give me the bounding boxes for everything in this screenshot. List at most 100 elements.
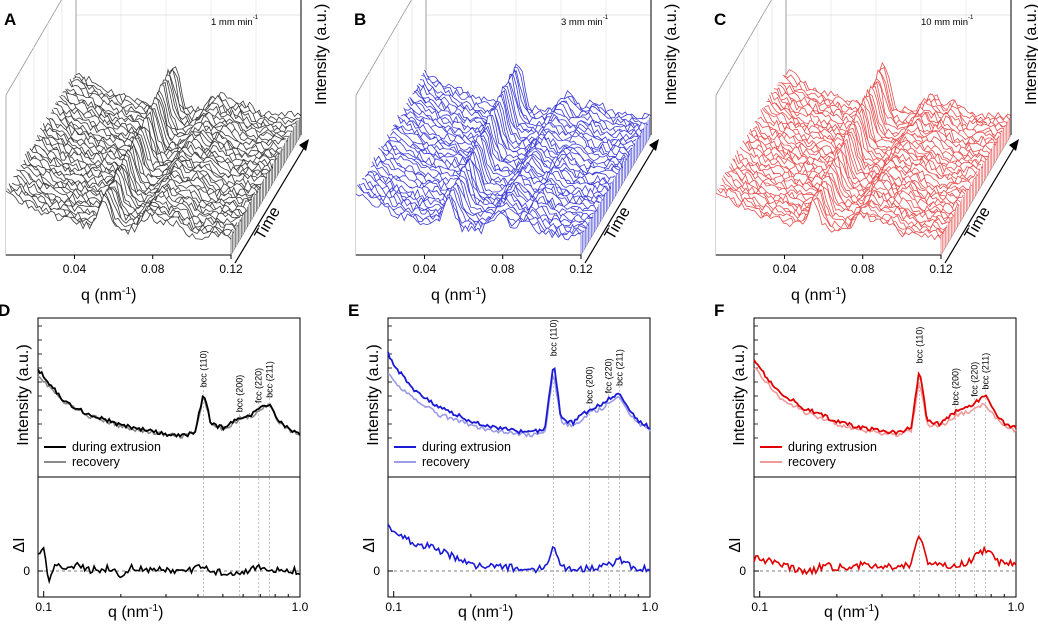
time-trace	[29, 148, 256, 199]
legend-label: recovery	[422, 455, 471, 469]
time-trace	[763, 104, 989, 158]
time-trace	[41, 128, 267, 180]
time-trace	[370, 164, 596, 212]
time-trace	[424, 66, 650, 120]
time-trace	[738, 154, 964, 201]
time-trace	[746, 134, 973, 187]
delta-axis-title: ΔI	[361, 537, 378, 552]
time-trace	[400, 108, 626, 164]
time-trace	[367, 171, 593, 220]
time-trace	[770, 89, 997, 147]
time-trace	[415, 80, 641, 138]
x-tick-label: 0.1	[385, 600, 402, 614]
y-zero-tick-label: 0	[23, 564, 30, 578]
time-trace	[392, 124, 619, 176]
rate-annotation: 10 mm min-1	[921, 14, 974, 28]
time-trace	[364, 174, 591, 225]
time-arrow	[944, 142, 1018, 264]
line-panel-D: 0.1 1.0 q (nm-1) bcc (110) bcc (200) fcc (220…	[0, 301, 309, 621]
peak-label: bcc (200)	[950, 368, 960, 406]
x-tick-label: 0.04	[63, 262, 87, 276]
time-trace	[733, 158, 960, 210]
peak-label: bcc (110)	[914, 327, 924, 364]
time-trace	[363, 178, 589, 227]
x-tick-label: 0.12	[929, 262, 953, 276]
rate-annotation: 1 mm min-1	[211, 14, 259, 28]
bottom-frame	[37, 476, 301, 598]
x-tick-label: 0.1	[751, 600, 768, 614]
intensity-line	[387, 373, 651, 438]
delta-line	[387, 523, 651, 574]
time-trace	[42, 123, 269, 175]
legend-label: during extrusion	[422, 440, 511, 454]
time-trace	[51, 107, 278, 161]
x-tick-label: 0.1	[35, 600, 52, 614]
time-trace	[735, 155, 961, 207]
z-axis-title: Intensity (a.u.)	[313, 4, 330, 105]
time-trace	[357, 184, 583, 239]
time-trace	[20, 164, 247, 215]
z-axis-title: Intensity (a.u.)	[663, 4, 680, 105]
time-trace	[774, 85, 1000, 141]
time-trace	[391, 127, 617, 177]
peak-label: bcc (211)	[264, 361, 274, 398]
panel-label: B	[354, 10, 366, 29]
x-tick-label: 0.12	[219, 262, 243, 276]
legend-label: recovery	[788, 455, 837, 469]
delta-axis-title: ΔI	[727, 537, 744, 552]
time-trace	[60, 91, 287, 147]
peak-label: fcc (220)	[970, 362, 980, 397]
legend-label: during extrusion	[788, 440, 877, 454]
time-trace	[782, 70, 1009, 126]
legend-label: recovery	[72, 455, 121, 469]
time-trace	[717, 187, 943, 238]
time-trace	[388, 136, 614, 185]
time-trace	[778, 81, 1004, 133]
time-trace	[63, 84, 290, 141]
time-trace	[14, 174, 241, 225]
x-tick-label: 1.0	[1008, 600, 1025, 614]
time-trace	[769, 94, 995, 148]
x-axis-title: q (nm-1)	[81, 286, 136, 304]
time-trace	[755, 119, 982, 172]
panel-label: D	[0, 301, 10, 320]
time-trace	[760, 108, 987, 164]
bottom-frame	[387, 476, 651, 598]
x-tick-label: 1.0	[642, 600, 659, 614]
y-axis-title: Intensity (a.u.)	[365, 344, 382, 445]
time-trace	[405, 102, 631, 156]
bottom-frame	[753, 476, 1017, 598]
time-trace	[34, 143, 260, 193]
time-trace	[742, 140, 969, 194]
time-trace	[47, 117, 274, 169]
x-tick-label: 0.08	[141, 262, 165, 276]
time-trace	[784, 67, 1010, 122]
peak-label: bcc (200)	[234, 375, 244, 413]
time-trace	[373, 157, 600, 210]
time-arrowhead	[1009, 139, 1019, 151]
panel-label: E	[348, 301, 359, 320]
z-axis-title: Intensity (a.u.)	[1023, 4, 1038, 105]
panel-label: C	[714, 10, 726, 29]
peak-label: bcc (110)	[548, 319, 558, 356]
time-trace	[379, 150, 605, 200]
y-zero-tick-label: 0	[373, 564, 380, 578]
time-trace	[727, 170, 953, 220]
y-zero-tick-label: 0	[739, 564, 746, 578]
y-axis-title: Intensity (a.u.)	[731, 344, 748, 445]
x-axis-title: q (nm-1)	[431, 286, 486, 304]
intensity-line	[753, 359, 1017, 436]
peak-label: fcc (220)	[604, 358, 614, 393]
x-tick-label: 0.04	[773, 262, 797, 276]
delta-line	[753, 534, 1017, 576]
peak-label: bcc (211)	[614, 349, 624, 386]
time-trace	[25, 153, 251, 208]
time-trace	[5, 190, 232, 240]
legend-label: during extrusion	[72, 440, 161, 454]
trace-fill	[6, 191, 231, 255]
time-trace	[766, 96, 992, 153]
time-arrowhead	[649, 139, 659, 151]
time-trace	[380, 146, 607, 197]
